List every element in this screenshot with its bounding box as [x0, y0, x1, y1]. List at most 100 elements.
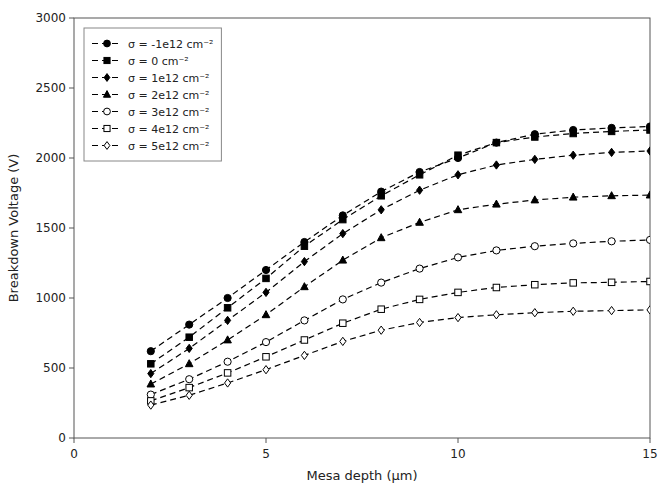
y-tick — [69, 438, 74, 439]
legend-label: σ = 3e12 cm⁻² — [128, 106, 209, 119]
y-tick — [69, 228, 74, 229]
legend-swatch-marker — [104, 74, 110, 82]
point — [493, 139, 500, 146]
point — [455, 171, 461, 179]
plot-frame — [74, 18, 650, 438]
point — [186, 344, 192, 352]
point — [493, 139, 499, 145]
x-tick-label: 10 — [450, 447, 465, 461]
point — [570, 280, 576, 286]
point — [301, 283, 309, 290]
point — [455, 152, 461, 158]
point — [263, 354, 269, 360]
point — [532, 281, 538, 287]
point — [262, 266, 269, 273]
legend-swatch-marker — [104, 125, 110, 131]
point — [301, 337, 307, 343]
legend-swatch-marker — [104, 142, 110, 150]
point — [186, 321, 193, 328]
legend-swatch-marker — [104, 108, 111, 115]
point — [493, 311, 499, 319]
point — [647, 278, 650, 284]
point — [147, 348, 154, 355]
point — [148, 401, 154, 409]
point — [378, 206, 384, 214]
point — [647, 147, 650, 155]
x-tick — [458, 438, 459, 443]
point — [263, 275, 269, 281]
point — [378, 193, 384, 199]
y-tick-label: 2000 — [35, 151, 66, 165]
legend-swatch-marker — [104, 40, 111, 47]
point — [147, 391, 154, 398]
point — [532, 134, 538, 140]
point — [225, 379, 231, 387]
point — [646, 236, 650, 243]
y-tick — [69, 88, 74, 89]
x-tick-label: 0 — [70, 447, 78, 461]
point — [224, 358, 231, 365]
point — [608, 238, 615, 245]
chart: 051015050010001500200025003000Mesa depth… — [0, 0, 672, 496]
point — [301, 351, 307, 359]
point — [570, 240, 577, 247]
series-line — [151, 195, 650, 384]
series-line — [151, 130, 650, 364]
y-tick — [69, 18, 74, 19]
point — [340, 216, 346, 222]
point — [301, 243, 307, 249]
series — [147, 236, 650, 398]
series — [148, 278, 650, 404]
series — [147, 191, 650, 387]
point — [186, 376, 193, 383]
point — [262, 339, 269, 346]
legend-label: σ = -1e12 cm⁻² — [128, 38, 213, 51]
series-line — [151, 240, 650, 395]
point — [224, 336, 232, 343]
legend: σ = -1e12 cm⁻²σ = 0 cm⁻²σ = 1e12 cm⁻²σ =… — [84, 28, 221, 161]
point — [147, 380, 155, 387]
point — [608, 279, 614, 285]
point — [570, 130, 576, 136]
point — [340, 320, 346, 326]
point — [608, 192, 616, 199]
series-line — [151, 310, 650, 405]
point — [647, 306, 650, 314]
x-axis-label: Mesa depth (μm) — [306, 468, 417, 483]
plot-area — [147, 123, 650, 409]
point — [570, 151, 576, 159]
x-tick — [266, 438, 267, 443]
point — [416, 296, 422, 302]
point — [224, 294, 231, 301]
point — [339, 296, 346, 303]
point — [455, 289, 461, 295]
legend-label: σ = 5e12 cm⁻² — [128, 140, 209, 153]
legend-label: σ = 1e12 cm⁻² — [128, 72, 209, 85]
x-tick — [74, 438, 75, 443]
point — [186, 384, 192, 390]
y-tick — [69, 298, 74, 299]
point — [609, 306, 615, 314]
series — [147, 123, 650, 355]
point — [186, 391, 192, 399]
point — [148, 361, 154, 367]
legend-label: σ = 4e12 cm⁻² — [128, 123, 209, 136]
x-tick-label: 5 — [262, 447, 270, 461]
y-tick-label: 1000 — [35, 291, 66, 305]
point — [493, 247, 500, 254]
point — [647, 127, 650, 133]
point — [454, 206, 462, 213]
point — [148, 369, 154, 377]
point — [532, 155, 538, 163]
point — [378, 326, 384, 334]
x-tick — [650, 438, 651, 443]
point — [493, 284, 499, 290]
point — [340, 337, 346, 345]
point — [263, 366, 269, 374]
point — [416, 265, 423, 272]
point — [417, 186, 423, 194]
point — [186, 334, 192, 340]
point — [569, 193, 577, 200]
y-tick-label: 0 — [58, 431, 66, 445]
legend-box — [84, 28, 221, 161]
